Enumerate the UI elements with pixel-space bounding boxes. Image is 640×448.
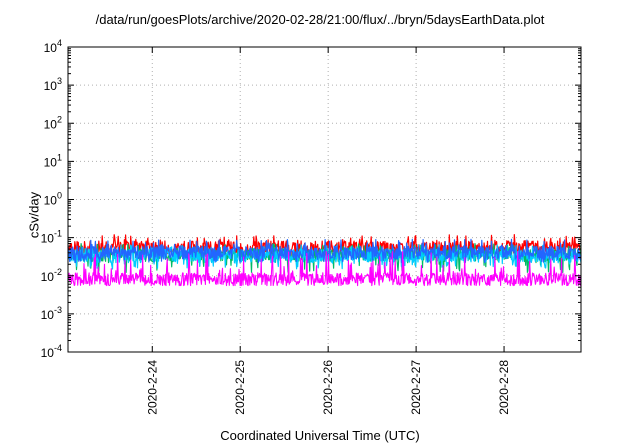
y-tick-label: 10-1 xyxy=(41,229,62,246)
series-line xyxy=(67,250,582,287)
y-tick-label: 100 xyxy=(44,191,62,208)
y-axis-label: cSv/day xyxy=(26,191,42,239)
series-group xyxy=(67,234,582,287)
x-tick-label: 2020-2-25 xyxy=(233,360,247,415)
y-tick-label: 104 xyxy=(44,38,62,55)
y-tick-label: 103 xyxy=(44,76,62,93)
y-tick-label: 10-3 xyxy=(41,305,62,322)
series-line xyxy=(67,238,582,264)
x-tick-label: 2020-2-24 xyxy=(145,360,159,415)
x-tick-label: 2020-2-28 xyxy=(497,360,511,415)
ticks: 10-4 10-3 10-2 10-1 100 101 102 103 104 2020-2-24… xyxy=(41,38,581,415)
y-tick-label: 101 xyxy=(44,152,62,169)
grid xyxy=(68,47,581,352)
y-tick-label: 10-2 xyxy=(41,267,62,284)
x-axis-label: Coordinated Universal Time (UTC) xyxy=(220,428,420,443)
x-tick-label: 2020-2-26 xyxy=(321,360,335,415)
chart-title: /data/run/goesPlots/archive/2020-02-28/2… xyxy=(95,12,545,27)
x-tick-label: 2020-2-27 xyxy=(409,360,423,415)
y-tick-label: 10-4 xyxy=(41,343,62,360)
y-tick-label: 102 xyxy=(44,114,62,131)
